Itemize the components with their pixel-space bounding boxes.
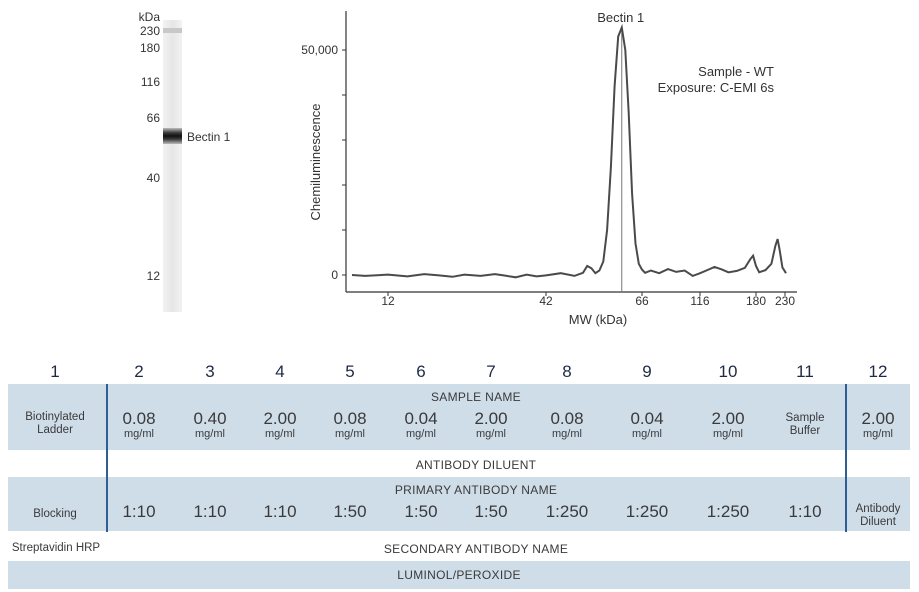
lane-number: 11 xyxy=(796,362,814,381)
gel-marker-label: 66 xyxy=(147,111,161,125)
sample-value: 0.08 xyxy=(550,409,584,428)
gel-unit-label: kDa xyxy=(139,10,161,24)
sample-value: 0.08 xyxy=(333,409,367,428)
gel-lane-strip xyxy=(163,20,182,312)
sample-unit: mg/ml xyxy=(265,428,295,440)
gel-marker-label: 230 xyxy=(140,24,160,38)
lane1-sample: Biotinylated Ladder xyxy=(25,411,85,436)
electropherogram-figure: kDa 230 180 116 66 40 12 Bectin 1 0 50,000 12 4… xyxy=(139,10,797,327)
lane-number: 5 xyxy=(345,362,355,381)
primary-dilution: 1:50 xyxy=(404,502,438,521)
gel-band-label: Bectin 1 xyxy=(187,130,231,144)
sample-value: 0.08 xyxy=(122,409,156,428)
lane-number: 2 xyxy=(134,362,144,381)
primary-dilution: 1:250 xyxy=(545,502,589,521)
y-axis-label: Chemiluminescence xyxy=(308,103,323,220)
sample-unit: mg/ml xyxy=(195,428,225,440)
sample-value: 2.00 xyxy=(263,409,297,428)
lane-number: 3 xyxy=(205,362,215,381)
sample-concentration: 2.00 mg/ml xyxy=(459,410,523,441)
sample-concentration: 2.00 mg/ml xyxy=(248,410,312,441)
lane-number: 9 xyxy=(642,362,652,381)
sample-concentration: 0.08 mg/ml xyxy=(535,410,599,441)
sample-unit: mg/ml xyxy=(335,428,365,440)
lane-number: 7 xyxy=(486,362,496,381)
primary-dilution: 1:10 xyxy=(193,502,227,521)
lane-number: 8 xyxy=(562,362,572,381)
x-axis-label: MW (kDa) xyxy=(569,312,628,327)
sample-unit: mg/ml xyxy=(406,428,436,440)
sample-value: 2.00 xyxy=(711,409,745,428)
luminol-band xyxy=(8,561,910,589)
peak-label: Bectin 1 xyxy=(597,10,644,25)
gel-marker-label: 116 xyxy=(141,75,160,89)
lane-number: 10 xyxy=(718,362,738,381)
chart-area: 0 50,000 12 42 66 116 180 230 Bectin 1 Sample … xyxy=(301,10,797,327)
lane1-secondary: Streptavidin HRP xyxy=(11,542,101,554)
divider-left xyxy=(106,384,108,532)
lane11-sample: Sample Buffer xyxy=(785,412,825,437)
y-tick-label: 50,000 xyxy=(301,43,338,57)
primary-dilution: 1:10 xyxy=(263,502,297,521)
sample-unit: mg/ml xyxy=(476,428,506,440)
chemiluminescence-trace xyxy=(351,23,787,279)
sample-value: 0.40 xyxy=(193,409,227,428)
primary-dilution: 1:250 xyxy=(706,502,750,521)
primary-dilution: 1:250 xyxy=(625,502,669,521)
x-tick-label: 12 xyxy=(381,294,395,308)
sample-unit: mg/ml xyxy=(632,428,662,440)
lane1-primary: Blocking xyxy=(33,508,77,520)
sample-value: 0.04 xyxy=(404,409,438,428)
luminol-row: LUMINOL/PEROXIDE xyxy=(397,568,521,582)
sample-unit: mg/ml xyxy=(713,428,743,440)
lane12-sample: 2.00 mg/ml xyxy=(861,409,895,441)
lane-number: 6 xyxy=(416,362,426,381)
primary-dilution: 1:10 xyxy=(788,502,822,521)
gel-lane: kDa 230 180 116 66 40 12 Bectin 1 xyxy=(139,10,231,312)
antibody-diluent-row: ANTIBODY DILUENT xyxy=(415,458,537,472)
x-tick-label: 116 xyxy=(690,294,709,308)
sample-header: SAMPLE NAME xyxy=(431,390,521,404)
lane12-primary: Antibody Diluent xyxy=(855,503,901,528)
sample-unit: mg/ml xyxy=(124,428,154,440)
sample-concentration: 0.08 mg/ml xyxy=(318,410,382,441)
lane-number: 4 xyxy=(275,362,285,381)
sample-concentration: 0.04 mg/ml xyxy=(389,410,453,441)
divider-right xyxy=(845,384,847,532)
gel-bectin-band xyxy=(163,128,182,144)
y-tick-label: 0 xyxy=(331,268,338,282)
sample-concentration: 0.08 mg/ml xyxy=(107,410,171,441)
x-tick-label: 66 xyxy=(635,294,649,308)
gel-marker-label: 40 xyxy=(147,171,161,185)
lane-number: 1 xyxy=(50,362,60,381)
sample-concentration: 0.40 mg/ml xyxy=(178,410,242,441)
secondary-header: SECONDARY ANTIBODY NAME xyxy=(383,542,569,556)
gel-marker-label: 180 xyxy=(140,41,160,55)
primary-dilution: 1:10 xyxy=(122,502,156,521)
gel-marker-label: 12 xyxy=(147,269,161,283)
primary-dilution: 1:50 xyxy=(474,502,508,521)
sample-value: 0.04 xyxy=(630,409,664,428)
x-tick-label: 42 xyxy=(539,294,553,308)
sample-annotation: Sample - WT xyxy=(698,64,774,79)
lane-number: 12 xyxy=(868,362,888,381)
primary-dilution: 1:50 xyxy=(333,502,367,521)
sample-concentration: 2.00 mg/ml xyxy=(696,410,760,441)
exposure-annotation: Exposure: C-EMI 6s xyxy=(658,80,775,95)
primary-header: PRIMARY ANTIBODY NAME xyxy=(394,483,558,497)
sample-band xyxy=(8,384,910,450)
gel-ladder-band xyxy=(163,28,182,33)
x-tick-label: 180 xyxy=(746,294,766,308)
x-tick-label: 230 xyxy=(775,294,795,308)
sample-unit: mg/ml xyxy=(552,428,582,440)
sample-value: 2.00 xyxy=(474,409,508,428)
sample-concentration: 0.04 mg/ml xyxy=(615,410,679,441)
primary-band xyxy=(8,477,910,531)
